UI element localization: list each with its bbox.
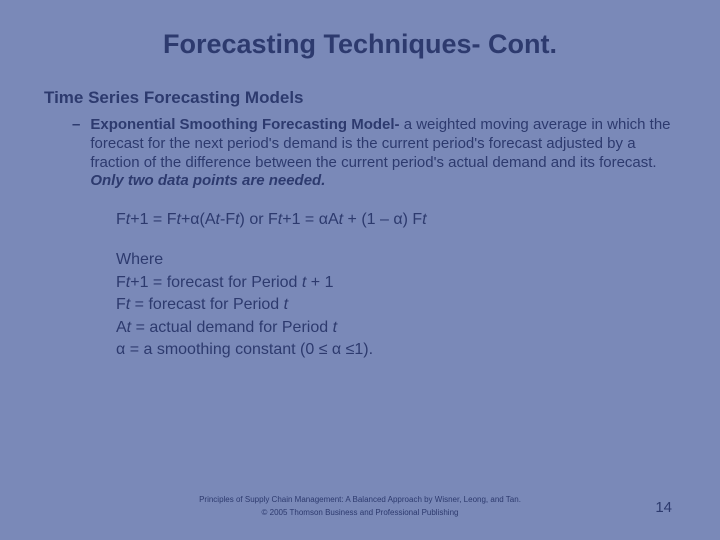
bullet-item: – Exponential Smoothing Forecasting Mode…: [72, 116, 676, 191]
where-line-3: At = actual demand for Period t: [116, 317, 676, 339]
footer: Principles of Supply Chain Management: A…: [0, 494, 720, 520]
formula-text: Ft+1 = Ft+α(At-Ft) or Ft+1 = αAt + (1 – …: [116, 211, 427, 228]
formula-line: Ft+1 = Ft+α(At-Ft) or Ft+1 = αAt + (1 – …: [116, 209, 676, 231]
section-subtitle: Time Series Forecasting Models: [44, 88, 676, 108]
slide-container: Forecasting Techniques- Cont. Time Serie…: [0, 0, 720, 540]
bullet-emphasis: Only two data points are needed.: [90, 172, 325, 189]
where-heading: Where: [116, 249, 676, 271]
where-line-2: Ft = forecast for Period t: [116, 294, 676, 316]
bullet-text: Exponential Smoothing Forecasting Model-…: [90, 116, 676, 191]
page-number: 14: [655, 499, 672, 516]
model-name: Exponential Smoothing Forecasting Model-: [90, 116, 399, 133]
where-line-1: Ft+1 = forecast for Period t + 1: [116, 272, 676, 294]
bullet-dash: –: [72, 116, 80, 135]
where-block: Where Ft+1 = forecast for Period t + 1 F…: [116, 249, 676, 361]
where-line-4: α = a smoothing constant (0 ≤ α ≤1).: [116, 339, 676, 361]
footer-line-2: © 2005 Thomson Business and Professional…: [0, 507, 720, 520]
footer-line-1: Principles of Supply Chain Management: A…: [0, 494, 720, 507]
slide-title: Forecasting Techniques- Cont.: [44, 29, 676, 60]
